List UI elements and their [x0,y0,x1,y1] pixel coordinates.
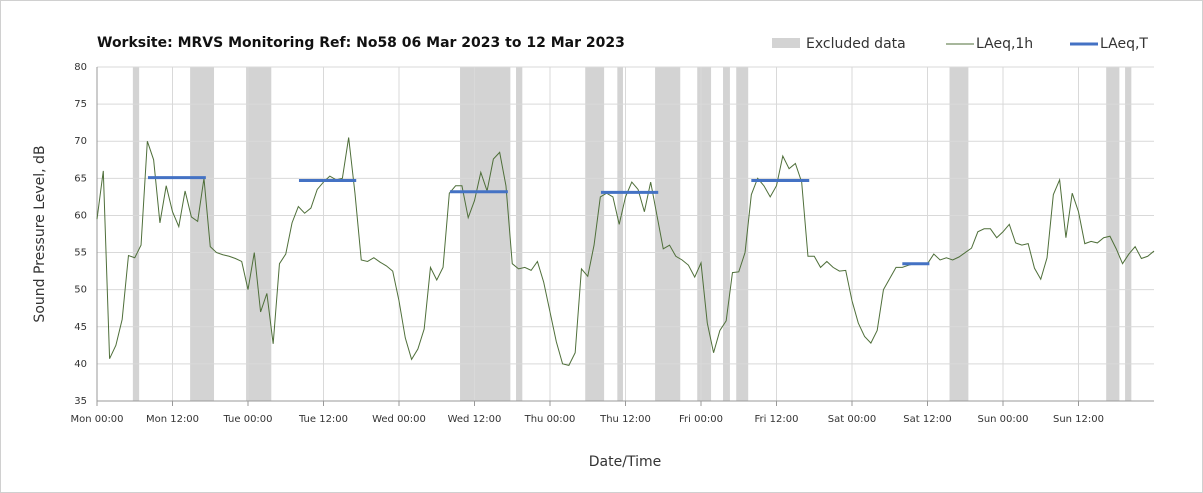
x-tick-label: Thu 00:00 [524,414,576,425]
x-tick-label: Sun 12:00 [1053,414,1104,425]
x-tick-label: Wed 00:00 [372,414,426,425]
x-tick-label: Thu 12:00 [599,414,651,425]
x-tick-label: Mon 00:00 [70,414,123,425]
x-tick-label: Sun 00:00 [977,414,1028,425]
y-tick-label: 35 [74,396,87,407]
legend-label: LAeq,1h [976,36,1033,52]
chart-title: Worksite: MRVS Monitoring Ref: No58 06 M… [97,35,625,51]
excluded-band [516,67,523,401]
excluded-band [246,67,272,401]
excluded-band [1106,67,1120,401]
x-tick-label: Sat 00:00 [828,414,876,425]
x-axis-label: Date/Time [589,454,661,470]
y-tick-label: 65 [74,173,87,184]
x-tick-label: Tue 12:00 [298,414,348,425]
y-tick-label: 80 [74,62,87,73]
x-tick-label: Sat 12:00 [903,414,951,425]
excluded-band [697,67,712,401]
excluded-band [190,67,215,401]
y-tick-label: 50 [74,285,87,296]
y-tick-label: 75 [74,99,87,110]
y-tick-label: 55 [74,248,87,259]
x-tick-label: Wed 12:00 [448,414,502,425]
y-tick-label: 60 [74,210,87,221]
legend-swatch [772,38,800,48]
y-tick-label: 40 [74,359,87,370]
x-tick-label: Mon 12:00 [146,414,199,425]
y-tick-label: 70 [74,136,87,147]
excluded-band [585,67,605,401]
y-axis-label: Sound Pressure Level, dB [32,145,48,322]
x-tick-label: Tue 00:00 [222,414,272,425]
y-tick-label: 45 [74,322,87,333]
excluded-band [949,67,969,401]
x-tick-label: Fri 00:00 [679,414,723,425]
excluded-band [460,67,511,401]
excluded-band [655,67,681,401]
excluded-band [723,67,730,401]
excluded-band [1125,67,1132,401]
x-tick-label: Fri 12:00 [755,414,799,425]
legend-label: LAeq,T [1100,36,1148,52]
legend-label: Excluded data [806,36,906,52]
excluded-band [617,67,623,401]
excluded-band [132,67,140,401]
excluded-band [736,67,749,401]
data-line [96,137,1155,366]
